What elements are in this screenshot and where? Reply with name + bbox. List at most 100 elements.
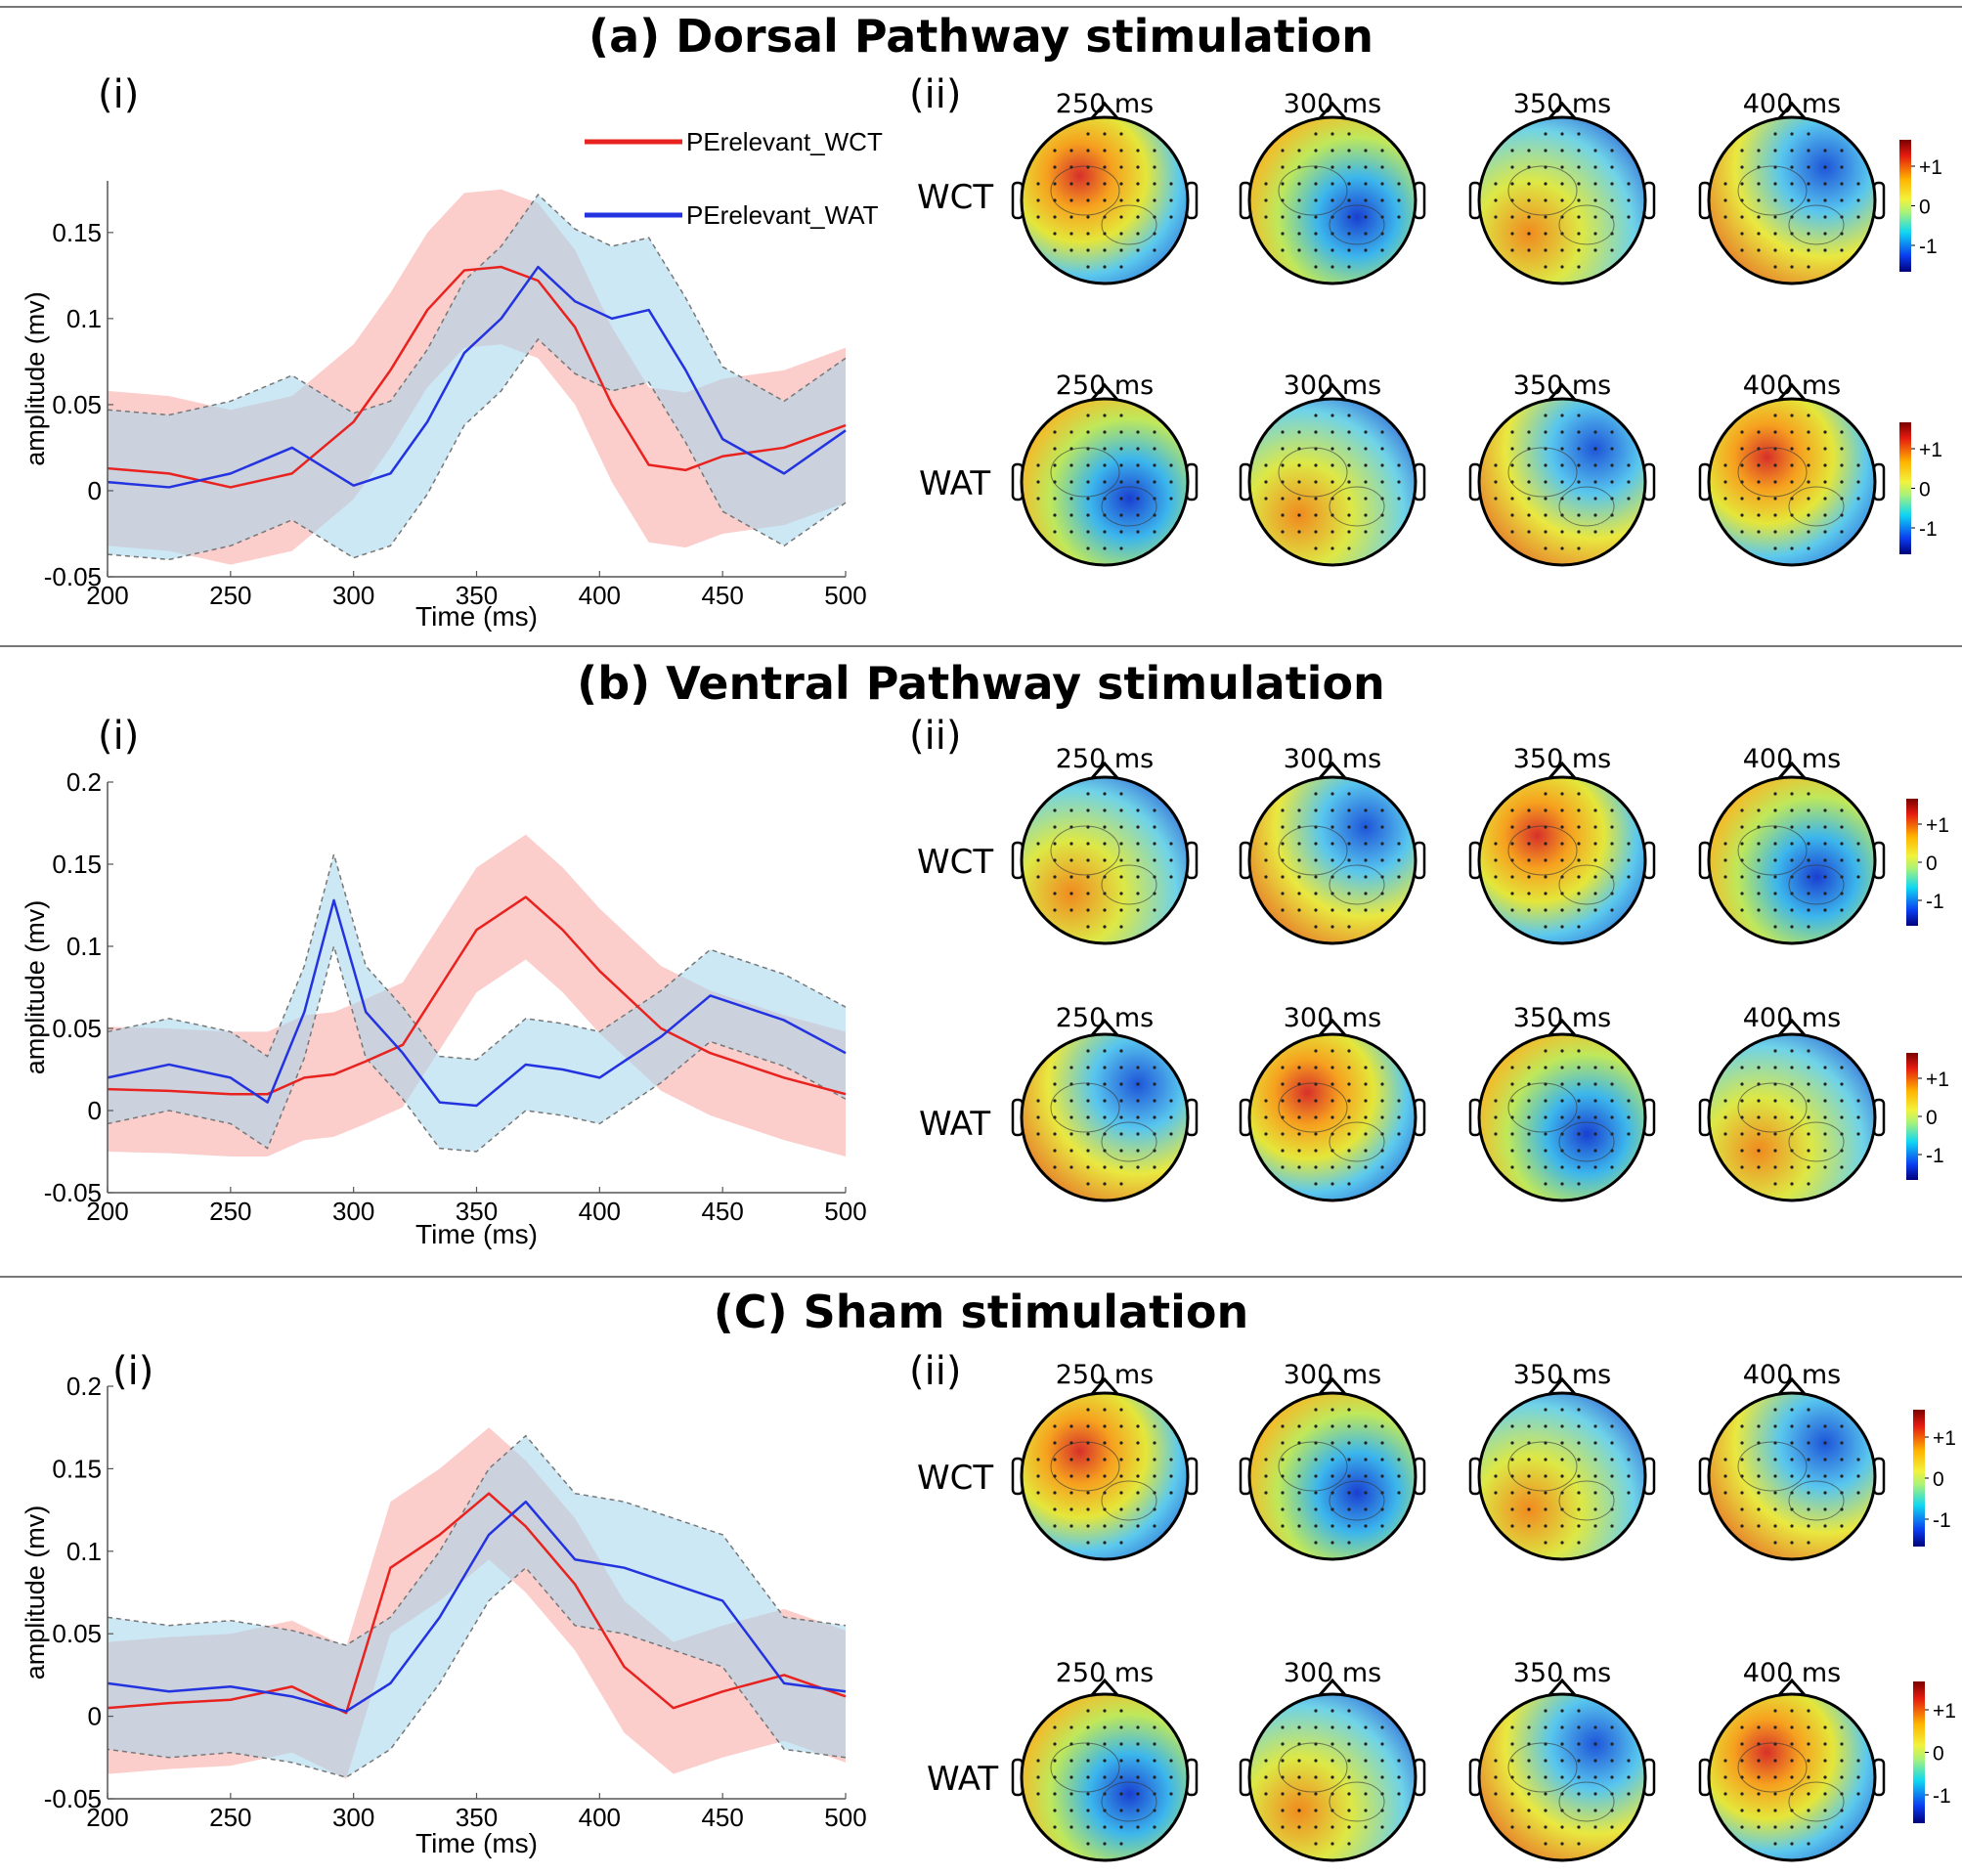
- electrode-dot: [1840, 1825, 1844, 1829]
- head-nose: [1089, 101, 1120, 120]
- chart-1: 200 250 300 350 400 450 500-0.0500.050.10.150.…: [21, 767, 867, 1249]
- electrode-dot: [1069, 463, 1073, 467]
- electrode-dot: [1510, 1742, 1514, 1746]
- electrode-dot: [1103, 463, 1107, 467]
- electrode-dot: [1086, 463, 1090, 467]
- electrode-dot: [1560, 1524, 1564, 1528]
- electrode-dot: [1577, 808, 1581, 812]
- topo-time-label: 250 ms: [1056, 744, 1155, 774]
- electrode-dot: [1086, 908, 1090, 912]
- electrode-dot: [1593, 463, 1597, 467]
- electrode-dot: [1314, 1066, 1318, 1069]
- electrode-dot: [1790, 480, 1794, 484]
- electrode-dot: [1593, 908, 1597, 912]
- electrode-dot: [1364, 808, 1368, 812]
- electrode-dot: [1510, 215, 1514, 219]
- topomap: 250 ms: [1011, 89, 1199, 285]
- electrode-dot: [1153, 1725, 1156, 1729]
- electrode-dot: [1757, 215, 1761, 219]
- electrode-dot: [1790, 842, 1794, 846]
- electrode-dot: [1527, 1759, 1531, 1763]
- electrode-dot: [1364, 1115, 1368, 1119]
- y-tick-label: 0.2: [66, 1372, 102, 1401]
- electrode-dot: [1527, 1165, 1531, 1169]
- electrode-dot: [1364, 182, 1368, 186]
- electrode-dot: [1380, 1424, 1384, 1428]
- electrode-dot: [1544, 1474, 1548, 1478]
- electrode-dot: [1119, 1149, 1123, 1153]
- electrode-dot: [1314, 530, 1318, 534]
- electrode-dot: [1153, 480, 1156, 484]
- contour-line: [1737, 1082, 1808, 1133]
- electrode-dot: [1560, 1759, 1564, 1763]
- electrode-dot: [1494, 497, 1498, 501]
- electrode-dot: [1757, 1149, 1761, 1153]
- electrode-dot: [1823, 1491, 1827, 1495]
- electrode-dot: [1153, 842, 1156, 846]
- electrode-dot: [1807, 908, 1810, 912]
- electrode-dot: [1281, 875, 1285, 879]
- contour-line: [1050, 447, 1120, 498]
- x-tick-label: 450: [701, 1197, 743, 1226]
- electrode-dot: [1347, 1149, 1351, 1153]
- electrode-dot: [1380, 1759, 1384, 1763]
- electrode-dot: [1856, 1759, 1860, 1763]
- topomap: 300 ms: [1239, 371, 1426, 567]
- electrode-dot: [1281, 165, 1285, 169]
- series-line-PErelevant_WCT: [107, 265, 847, 489]
- electrode-dot: [1740, 248, 1744, 252]
- electrode-dot: [1544, 248, 1548, 252]
- electrode-dot: [1807, 1742, 1810, 1746]
- electrode-dot: [1136, 1474, 1140, 1478]
- electrode-dot: [1281, 182, 1285, 186]
- electrode-dot: [1297, 1099, 1301, 1103]
- electrode-dot: [1264, 198, 1268, 202]
- electrode-dot: [1527, 1474, 1531, 1478]
- electrode-dot: [1086, 1809, 1090, 1812]
- electrode-dot: [1364, 892, 1368, 895]
- electrode-dot: [1494, 875, 1498, 879]
- electrode-dot: [1740, 1491, 1744, 1495]
- electrode-dot: [1103, 925, 1107, 929]
- electrode-dot: [1823, 1458, 1827, 1462]
- electrode-dot: [1119, 1182, 1123, 1186]
- topo-time-label: 350 ms: [1513, 744, 1612, 774]
- electrode-dot: [1364, 1507, 1368, 1511]
- electrode-dot: [1397, 215, 1401, 219]
- head-nose: [1547, 101, 1578, 120]
- electrode-dot: [1086, 1524, 1090, 1528]
- electrode-dot: [1314, 808, 1318, 812]
- electrode-dot: [1577, 1458, 1581, 1462]
- electrode-dot: [1153, 1825, 1156, 1829]
- electrode-dot: [1544, 1491, 1548, 1495]
- electrode-dot: [1330, 248, 1334, 252]
- electrode-dot: [1397, 463, 1401, 467]
- electrode-dot: [1119, 232, 1123, 236]
- electrode-dot: [1330, 463, 1334, 467]
- electrode-dot: [1330, 1825, 1334, 1829]
- colorbar-tick-label: +1: [1933, 1427, 1956, 1450]
- electrode-dot: [1527, 1809, 1531, 1812]
- electrode-dot: [1069, 1792, 1073, 1796]
- electrode-dot: [1790, 1725, 1794, 1729]
- electrode-dot: [1807, 232, 1810, 236]
- electrode-dot: [1593, 1474, 1597, 1478]
- electrode-dot: [1364, 875, 1368, 879]
- x-tick-label: 400: [579, 1197, 621, 1226]
- electrode-dot: [1069, 497, 1073, 501]
- electrode-dot: [1281, 447, 1285, 451]
- electrode-dot: [1560, 792, 1564, 796]
- electrode-dot: [1281, 1099, 1285, 1103]
- electrode-dot: [1347, 1458, 1351, 1462]
- electrode-dot: [1577, 925, 1581, 929]
- colorbar-tick-label: +1: [1919, 156, 1942, 179]
- electrode-dot: [1314, 265, 1318, 269]
- electrode-dot: [1153, 1524, 1156, 1528]
- electrode-dot: [1119, 198, 1123, 202]
- electrode-dot: [1527, 513, 1531, 517]
- electrode-dot: [1119, 1709, 1123, 1713]
- electrode-dot: [1773, 792, 1777, 796]
- electrode-dot: [1856, 1115, 1860, 1119]
- electrode-dot: [1510, 892, 1514, 895]
- electrode-dot: [1723, 1775, 1727, 1779]
